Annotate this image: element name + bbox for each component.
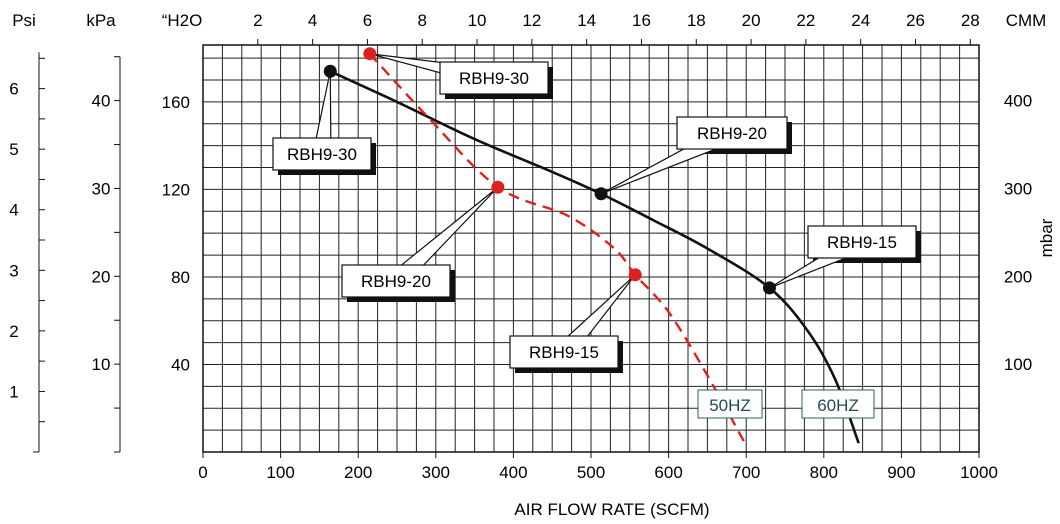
callout-box — [676, 116, 788, 150]
x-tick-label: 900 — [887, 463, 915, 482]
mbar-tick-label: 300 — [1004, 179, 1032, 198]
x-tick-label: 200 — [344, 463, 372, 482]
mbar-tick-label: 100 — [1004, 355, 1032, 374]
mbar-tick-label: 400 — [1004, 92, 1032, 111]
curve-60hz — [329, 70, 860, 444]
callout-box — [807, 225, 917, 259]
top-tick-label: 10 — [468, 11, 487, 30]
psi-axis-label: Psi — [12, 11, 36, 30]
top-tick-label: 8 — [417, 11, 426, 30]
data-point-marker — [594, 187, 608, 201]
callout-box — [341, 264, 451, 298]
curves — [329, 52, 860, 446]
kpa-axis-label: kPa — [86, 11, 116, 30]
x-tick-label: 400 — [499, 463, 527, 482]
x-axis-title: AIR FLOW RATE (SCFM) — [514, 500, 709, 519]
series-label-box — [801, 389, 875, 419]
mbar-axis-label: mbar — [1037, 218, 1056, 257]
series-label-60hz: 60HZ — [817, 396, 859, 415]
data-point-marker — [491, 180, 505, 194]
series-label-50hz: 50HZ — [709, 396, 751, 415]
psi-tick-label: 2 — [9, 322, 18, 341]
callout-label: RBH9-20 — [697, 124, 767, 143]
kpa-tick-label: 40 — [92, 92, 111, 111]
x-tick-label: 1000 — [960, 463, 998, 482]
top-tick-label: 28 — [961, 11, 980, 30]
h2o-tick-label: 160 — [162, 93, 190, 112]
psi-tick-label: 4 — [9, 201, 18, 220]
psi-tick-label: 6 — [9, 80, 18, 99]
callout-box — [439, 61, 549, 95]
x-tick-label: 500 — [577, 463, 605, 482]
x-tick-label: 100 — [266, 463, 294, 482]
x-tick-label: 300 — [422, 463, 450, 482]
top-tick-label: 16 — [632, 11, 651, 30]
axes: 0 100 200 300 400 500 600 700 800 900 1000 AIR FLOW… — [9, 11, 1056, 519]
top-tick-label: 12 — [522, 11, 541, 30]
top-tick-label: 20 — [742, 11, 761, 30]
kpa-tick-label: 20 — [92, 267, 111, 286]
top-tick-label: 6 — [363, 11, 372, 30]
kpa-tick-label: 10 — [92, 355, 111, 374]
x-tick-label: 600 — [654, 463, 682, 482]
callout-label: RBH9-15 — [827, 233, 897, 252]
top-tick-label: 18 — [687, 11, 706, 30]
callout-label: RBH9-20 — [361, 272, 431, 291]
psi-tick-label: 5 — [9, 140, 18, 159]
callout-box — [509, 335, 619, 369]
curve-50hz — [368, 52, 748, 446]
top-tick-label: 4 — [308, 11, 317, 30]
top-tick-label: 26 — [906, 11, 925, 30]
callout-label: RBH9-30 — [459, 69, 529, 88]
mbar-tick-label: 200 — [1004, 267, 1032, 286]
h2o-axis-label: “H2O — [162, 11, 203, 30]
callout-label: RBH9-30 — [287, 145, 357, 164]
x-tick-label: 0 — [198, 463, 207, 482]
data-point-marker — [323, 64, 337, 78]
x-tick-label: 800 — [810, 463, 838, 482]
psi-tick-label: 3 — [9, 261, 18, 280]
callout-label: RBH9-15 — [529, 343, 599, 362]
x-tick-label: 700 — [732, 463, 760, 482]
kpa-tick-label: 30 — [92, 179, 111, 198]
top-axis-unit-label: CMM — [1006, 11, 1047, 30]
callout-box — [272, 137, 372, 171]
top-tick-label: 14 — [577, 11, 596, 30]
data-point-marker — [363, 47, 377, 61]
psi-tick-label: 1 — [9, 382, 18, 401]
callouts: RBH9-30 RBH9-20 RBH9-15 RBH9-30 RBH9-20 RBH9-… — [272, 47, 921, 419]
h2o-tick-label: 40 — [171, 355, 190, 374]
series-label-box — [697, 389, 763, 419]
data-point-marker — [628, 268, 642, 282]
h2o-tick-label: 80 — [171, 268, 190, 287]
top-tick-label: 2 — [253, 11, 262, 30]
data-point-marker — [762, 281, 776, 295]
h2o-tick-label: 120 — [162, 180, 190, 199]
top-tick-label: 22 — [796, 11, 815, 30]
top-tick-label: 24 — [851, 11, 870, 30]
